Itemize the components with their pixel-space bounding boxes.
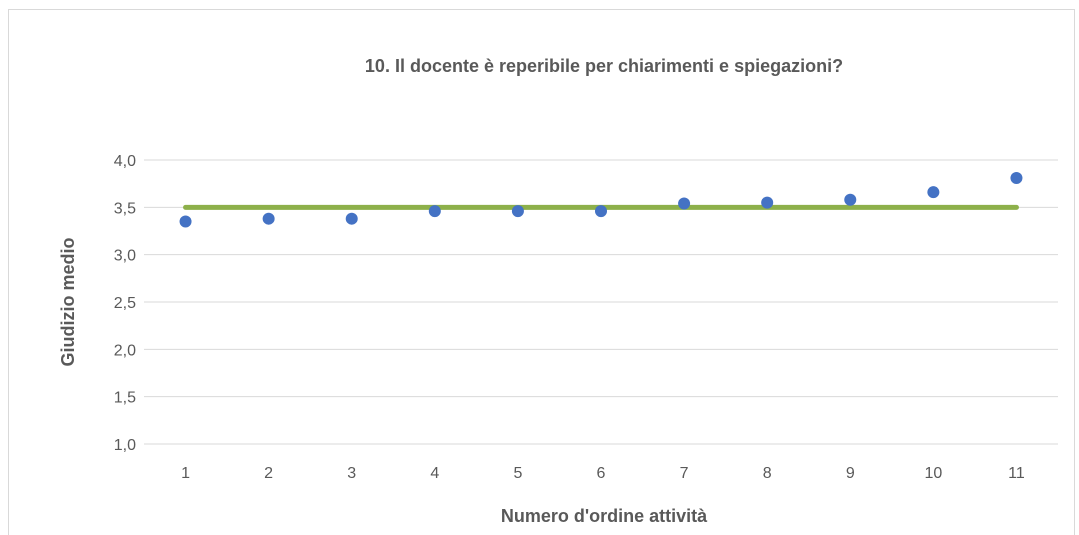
data-point <box>844 193 857 206</box>
x-tick-label: 6 <box>597 465 606 482</box>
y-axis-ticks: 1,0 1,5 2,0 2,5 3,0 3,5 4,0 <box>114 153 136 454</box>
x-tick-label: 1 <box>181 465 190 482</box>
y-tick-label: 4,0 <box>114 153 136 170</box>
data-point <box>761 196 774 209</box>
data-point <box>262 212 275 225</box>
data-point <box>927 186 940 199</box>
y-tick-label: 1,5 <box>114 390 136 407</box>
x-tick-label: 8 <box>763 465 772 482</box>
x-tick-label: 3 <box>347 465 356 482</box>
y-tick-label: 3,0 <box>114 248 136 265</box>
x-tick-label: 5 <box>513 465 522 482</box>
data-point <box>678 197 691 210</box>
y-tick-label: 3,5 <box>114 200 136 217</box>
data-point <box>1010 171 1023 184</box>
data-point <box>511 205 524 218</box>
x-tick-label: 4 <box>430 465 439 482</box>
y-axis-title: Giudizio medio <box>58 237 78 366</box>
y-tick-label: 1,0 <box>114 437 136 454</box>
data-point <box>345 212 358 225</box>
data-point <box>179 215 192 228</box>
x-tick-label: 11 <box>1008 465 1025 482</box>
y-tick-label: 2,0 <box>114 342 136 359</box>
y-tick-label: 2,5 <box>114 295 136 312</box>
x-axis-title: Numero d'ordine attività <box>501 506 708 526</box>
x-tick-label: 10 <box>924 465 942 482</box>
chart-title: 10. Il docente è reperibile per chiarime… <box>365 56 843 76</box>
data-points <box>179 171 1023 228</box>
x-axis-ticks: 1 2 3 4 5 6 7 8 9 10 11 <box>181 465 1025 482</box>
data-point <box>428 205 441 218</box>
data-point <box>595 205 607 218</box>
chart-area <box>8 9 1075 535</box>
x-tick-label: 2 <box>264 465 273 482</box>
x-tick-label: 9 <box>846 465 855 482</box>
x-tick-label: 7 <box>680 465 689 482</box>
